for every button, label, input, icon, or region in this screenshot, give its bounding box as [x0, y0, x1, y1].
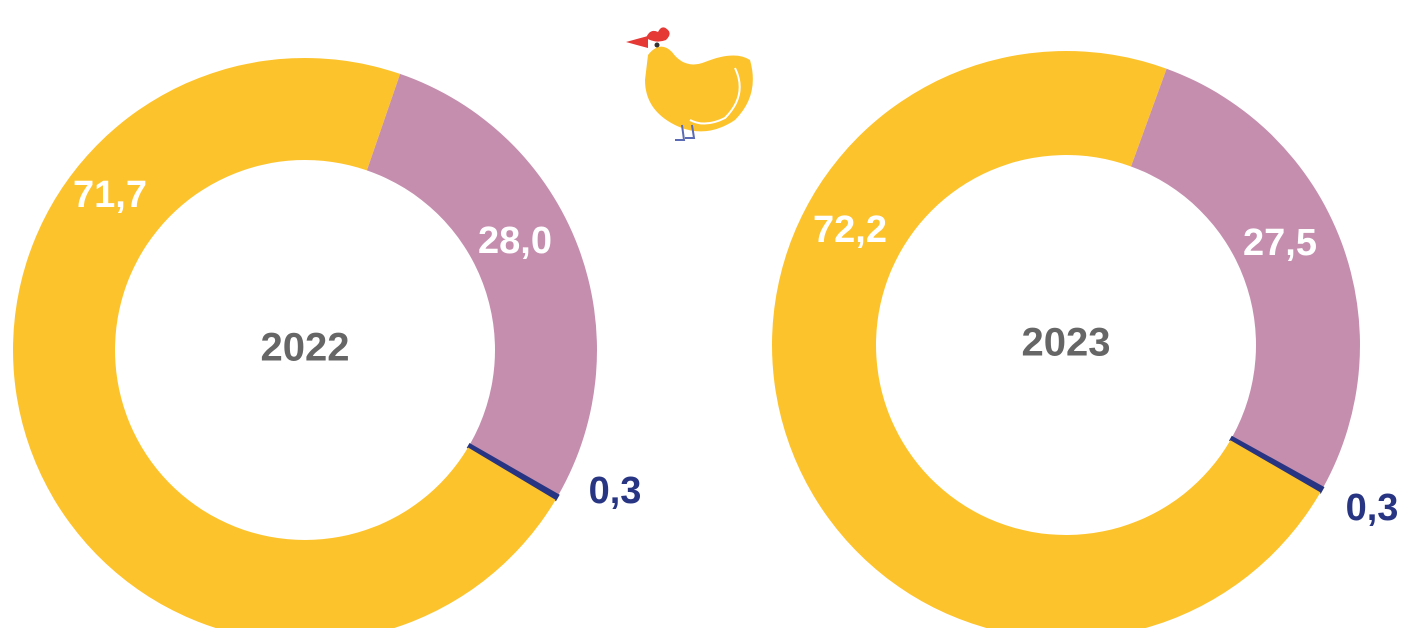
chicken-icon — [626, 27, 753, 140]
data-label: 71,7 — [73, 174, 147, 216]
data-label: 27,5 — [1243, 222, 1317, 264]
data-label: 28,0 — [478, 220, 552, 262]
donut-segment — [367, 74, 597, 495]
data-label: 0,3 — [589, 470, 642, 512]
center-label: 2022 — [261, 326, 350, 370]
center-label: 2023 — [1022, 321, 1111, 365]
donut-segment — [1131, 69, 1360, 488]
data-label: 72,2 — [813, 209, 887, 251]
page: 28,0 0,3 71,7 2022 27,5 0,3 72,2 2023 — [0, 0, 1407, 628]
data-label: 0,3 — [1346, 487, 1399, 529]
